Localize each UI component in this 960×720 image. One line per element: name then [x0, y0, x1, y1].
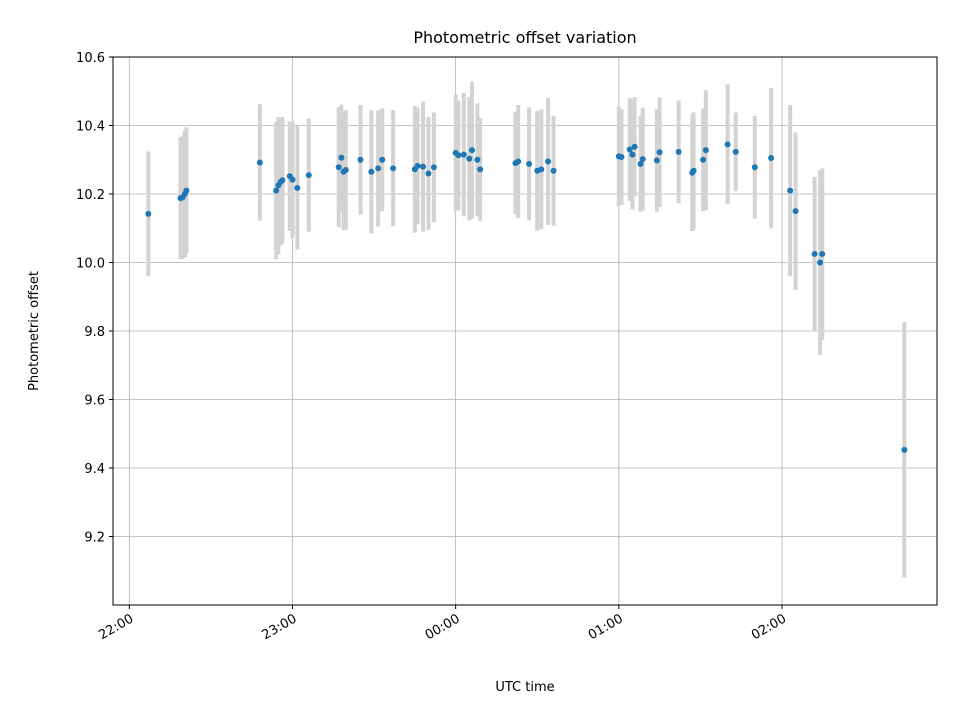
data-point: [279, 177, 286, 184]
data-point: [390, 165, 397, 172]
y-tick-label: 10.2: [76, 188, 105, 203]
data-point: [414, 162, 421, 169]
data-point: [357, 156, 364, 163]
data-point: [702, 147, 709, 154]
data-point: [675, 148, 682, 155]
data-point: [466, 155, 473, 162]
data-point: [273, 187, 280, 194]
data-point: [526, 160, 533, 167]
data-point: [460, 151, 467, 158]
data-point: [629, 151, 636, 158]
data-point: [420, 163, 427, 170]
y-tick-label: 9.2: [84, 531, 105, 546]
data-point: [305, 172, 312, 179]
data-point: [425, 170, 432, 177]
data-point: [637, 160, 644, 167]
data-point: [751, 164, 758, 171]
data-point: [639, 156, 646, 163]
y-tick-label: 10.4: [76, 120, 105, 135]
data-point: [811, 250, 818, 257]
data-point: [631, 143, 638, 150]
data-point: [768, 155, 775, 162]
data-point: [787, 187, 794, 194]
data-point: [474, 156, 481, 163]
data-points: [145, 141, 908, 453]
data-point: [468, 147, 475, 154]
data-point: [732, 148, 739, 155]
data-point: [515, 158, 522, 165]
data-point: [653, 157, 660, 164]
data-point: [294, 184, 301, 191]
y-tick-label: 10.6: [76, 51, 105, 66]
y-axis-label: Photometric offset: [27, 271, 42, 391]
data-point: [430, 164, 437, 171]
data-point: [289, 176, 296, 183]
x-axis-label: UTC time: [495, 680, 554, 695]
y-tick-label: 9.8: [84, 325, 105, 340]
data-point: [455, 152, 462, 159]
y-tick-label: 9.6: [84, 394, 105, 409]
data-point: [335, 164, 342, 171]
y-tick-label: 10.0: [76, 257, 105, 272]
data-point: [145, 210, 152, 217]
data-point: [368, 168, 375, 175]
data-point: [342, 167, 349, 174]
data-point: [690, 167, 697, 174]
data-point: [656, 149, 663, 156]
data-point: [550, 167, 557, 174]
data-point: [338, 154, 345, 161]
data-point: [545, 158, 552, 165]
data-point: [724, 141, 731, 148]
chart-title: Photometric offset variation: [413, 28, 636, 47]
data-point: [901, 446, 908, 453]
data-point: [183, 187, 190, 194]
data-point: [626, 146, 633, 153]
data-point: [819, 250, 826, 257]
data-point: [375, 165, 382, 172]
data-point: [618, 154, 625, 161]
data-point: [817, 259, 824, 266]
data-point: [477, 166, 484, 173]
data-point: [379, 156, 386, 163]
data-point: [792, 208, 799, 215]
data-point: [538, 166, 545, 173]
data-point: [256, 159, 263, 166]
data-point: [700, 156, 707, 163]
y-tick-label: 9.4: [84, 462, 105, 477]
